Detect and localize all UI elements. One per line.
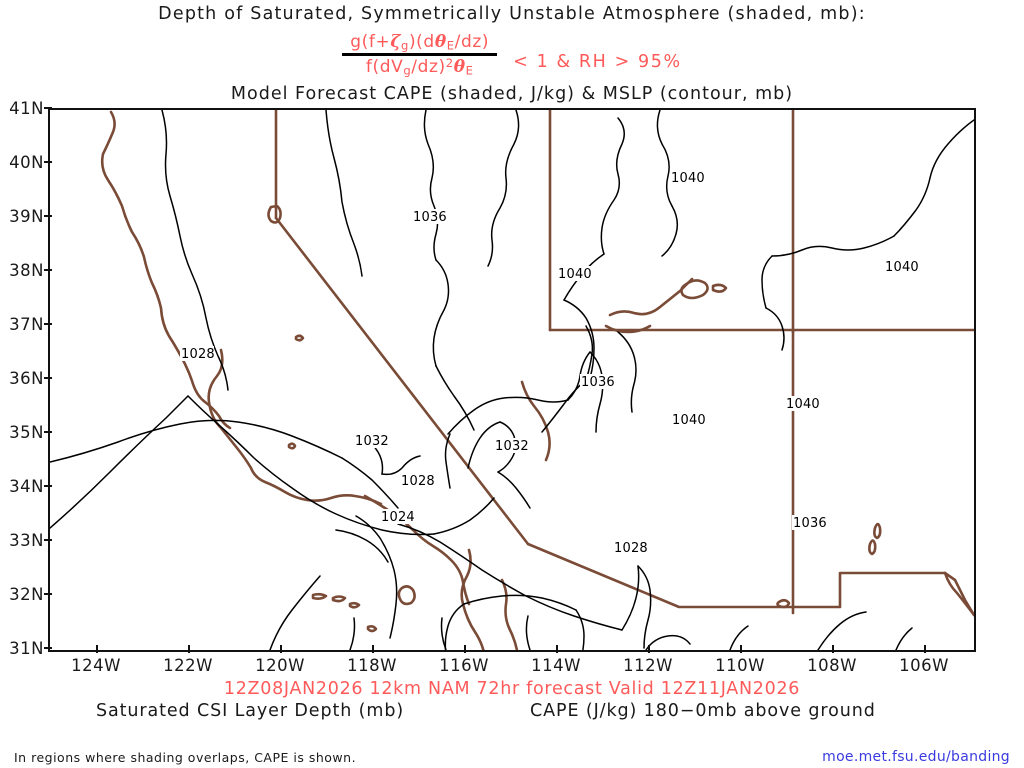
formula-bar xyxy=(342,53,498,57)
xtick-124w: 124W xyxy=(71,656,121,675)
xtick-mark-124w xyxy=(96,645,98,653)
ytick-mark-36n xyxy=(44,377,52,379)
ytick-38n: 38N xyxy=(9,261,44,280)
map-canvas: 1028 1036 1040 1040 1040 1036 1040 1040 … xyxy=(50,110,974,650)
formula-denominator: f(dVg/dz)2θE xyxy=(365,56,474,78)
contour-label: 1024 xyxy=(381,510,415,525)
ytick-mark-38n xyxy=(44,269,52,271)
inland-water xyxy=(287,277,974,617)
xtick-mark-122w xyxy=(188,645,190,653)
contour-label: 1032 xyxy=(495,439,529,454)
ytick-mark-34n xyxy=(44,485,52,487)
ytick-36n: 36N xyxy=(9,369,44,388)
xtick-110w: 110W xyxy=(715,656,765,675)
xtick-mark-112w xyxy=(648,645,650,653)
csi-formula: g(f+ζg)(dθE/dz) f(dVg/dz)2θE < 1 & RH > … xyxy=(0,27,1024,83)
ytick-mark-37n xyxy=(44,323,52,325)
xtick-mark-106w xyxy=(924,645,926,653)
xtick-108w: 108W xyxy=(807,656,857,675)
xtick-mark-120w xyxy=(280,645,282,653)
xtick-114w: 114W xyxy=(531,656,581,675)
contour-label: 1040 xyxy=(672,413,706,428)
ytick-34n: 34N xyxy=(9,477,44,496)
contour-label: 1036 xyxy=(793,516,827,531)
xtick-mark-108w xyxy=(832,645,834,653)
contour-label: 1040 xyxy=(671,171,705,186)
ytick-33n: 33N xyxy=(9,531,44,550)
ytick-mark-32n xyxy=(44,593,52,595)
caption-left-field: Saturated CSI Layer Depth (mb) xyxy=(96,701,405,721)
contour-label: 1036 xyxy=(581,375,615,390)
ytick-35n: 35N xyxy=(9,423,44,442)
mslp-isobars xyxy=(50,110,974,650)
xtick-112w: 112W xyxy=(623,656,673,675)
coastline xyxy=(100,110,519,650)
contour-label: 1028 xyxy=(401,474,435,489)
xtick-mark-118w xyxy=(372,645,374,653)
xtick-118w: 118W xyxy=(347,656,397,675)
formula-numerator: g(f+ζg)(dθE/dz) xyxy=(350,32,490,53)
ytick-41n: 41N xyxy=(9,99,44,118)
ytick-31n: 31N xyxy=(9,639,44,658)
state-borders xyxy=(267,110,974,617)
ytick-mark-41n xyxy=(44,107,52,109)
contour-label: 1032 xyxy=(355,434,389,449)
contour-label: 1040 xyxy=(885,260,919,275)
ytick-32n: 32N xyxy=(9,585,44,604)
page-title: Depth of Saturated, Symmetrically Unstab… xyxy=(158,4,866,24)
contour-label: 1028 xyxy=(181,347,215,362)
ytick-mark-33n xyxy=(44,539,52,541)
formula-condition: < 1 & RH > 95% xyxy=(513,52,682,72)
forecast-map-plot[interactable]: 1028 1036 1040 1040 1040 1036 1040 1040 … xyxy=(48,108,976,652)
ytick-37n: 37N xyxy=(9,315,44,334)
ytick-mark-35n xyxy=(44,431,52,433)
contour-label: 1028 xyxy=(614,541,648,556)
ytick-mark-39n xyxy=(44,215,52,217)
xtick-mark-110w xyxy=(740,645,742,653)
xtick-mark-114w xyxy=(556,645,558,653)
contour-labels: 1028 1036 1040 1040 1040 1036 1040 1040 … xyxy=(180,170,919,556)
xtick-122w: 122W xyxy=(163,656,213,675)
caption-right-field: CAPE (J/kg) 180−0mb above ground xyxy=(530,701,876,721)
xtick-116w: 116W xyxy=(439,656,489,675)
ytick-mark-31n xyxy=(44,647,52,649)
formula-fraction: g(f+ζg)(dθE/dz) f(dVg/dz)2θE xyxy=(342,32,498,78)
contour-label: 1040 xyxy=(558,267,592,282)
xtick-120w: 120W xyxy=(255,656,305,675)
xtick-mark-116w xyxy=(464,645,466,653)
contour-label: 1040 xyxy=(786,397,820,412)
ytick-40n: 40N xyxy=(9,153,44,172)
ytick-mark-40n xyxy=(44,161,52,163)
xtick-106w: 106W xyxy=(899,656,949,675)
forecast-valid-line: 12Z08JAN2026 12km NAM 72hr forecast Vali… xyxy=(223,679,801,699)
footer-url-link[interactable]: moe.met.fsu.edu/banding xyxy=(822,749,1010,765)
footer-note: In regions where shading overlaps, CAPE … xyxy=(14,750,357,765)
page-subtitle: Model Forecast CAPE (shaded, J/kg) & MSL… xyxy=(230,84,794,104)
contour-label: 1036 xyxy=(413,210,447,225)
ytick-39n: 39N xyxy=(9,207,44,226)
